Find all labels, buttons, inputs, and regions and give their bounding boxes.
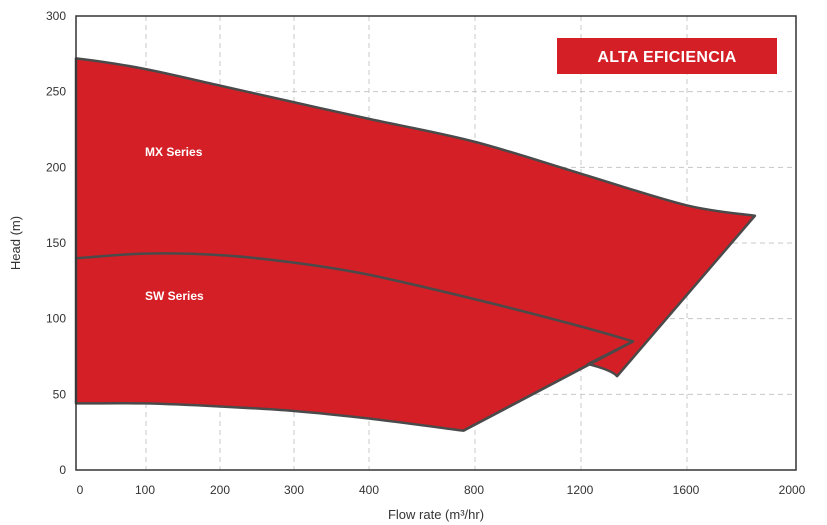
x-tick-label: 800 bbox=[464, 483, 484, 497]
x-tick-label: 100 bbox=[135, 483, 155, 497]
y-tick-label: 300 bbox=[46, 9, 66, 23]
x-tick-label: 200 bbox=[210, 483, 230, 497]
mx-series-label: MX Series bbox=[145, 145, 203, 159]
x-tick-label: 0 bbox=[77, 483, 84, 497]
badge-background bbox=[557, 38, 777, 74]
badge-text: ALTA EFICIENCIA bbox=[597, 49, 736, 66]
x-tick-label: 1200 bbox=[567, 483, 594, 497]
plot-border bbox=[75, 15, 797, 471]
y-tick-label: 200 bbox=[46, 160, 66, 174]
y-tick-label: 150 bbox=[46, 236, 66, 250]
sw-series-label: SW Series bbox=[145, 289, 204, 303]
tick-labels: 0 50 100 150 200 250 300 0 100 200 300 400 800 1200 16… bbox=[46, 9, 806, 497]
mx-series-area bbox=[74, 57, 757, 432]
x-tick-label: 400 bbox=[359, 483, 379, 497]
x-tick-label: 2000 bbox=[779, 483, 806, 497]
y-axis-title: Head (m) bbox=[8, 216, 23, 270]
x-tick-label: 300 bbox=[284, 483, 304, 497]
x-axis-title: Flow rate (m³/hr) bbox=[388, 507, 484, 522]
sw-series-right-edge bbox=[462, 340, 634, 432]
y-tick-label: 0 bbox=[59, 463, 66, 477]
sw-series-boundary bbox=[75, 252, 634, 343]
x-tick-label: 1600 bbox=[673, 483, 700, 497]
y-tick-label: 50 bbox=[53, 387, 67, 401]
y-tick-label: 250 bbox=[46, 85, 66, 99]
y-tick-label: 100 bbox=[46, 312, 66, 326]
performance-areas bbox=[74, 57, 757, 432]
